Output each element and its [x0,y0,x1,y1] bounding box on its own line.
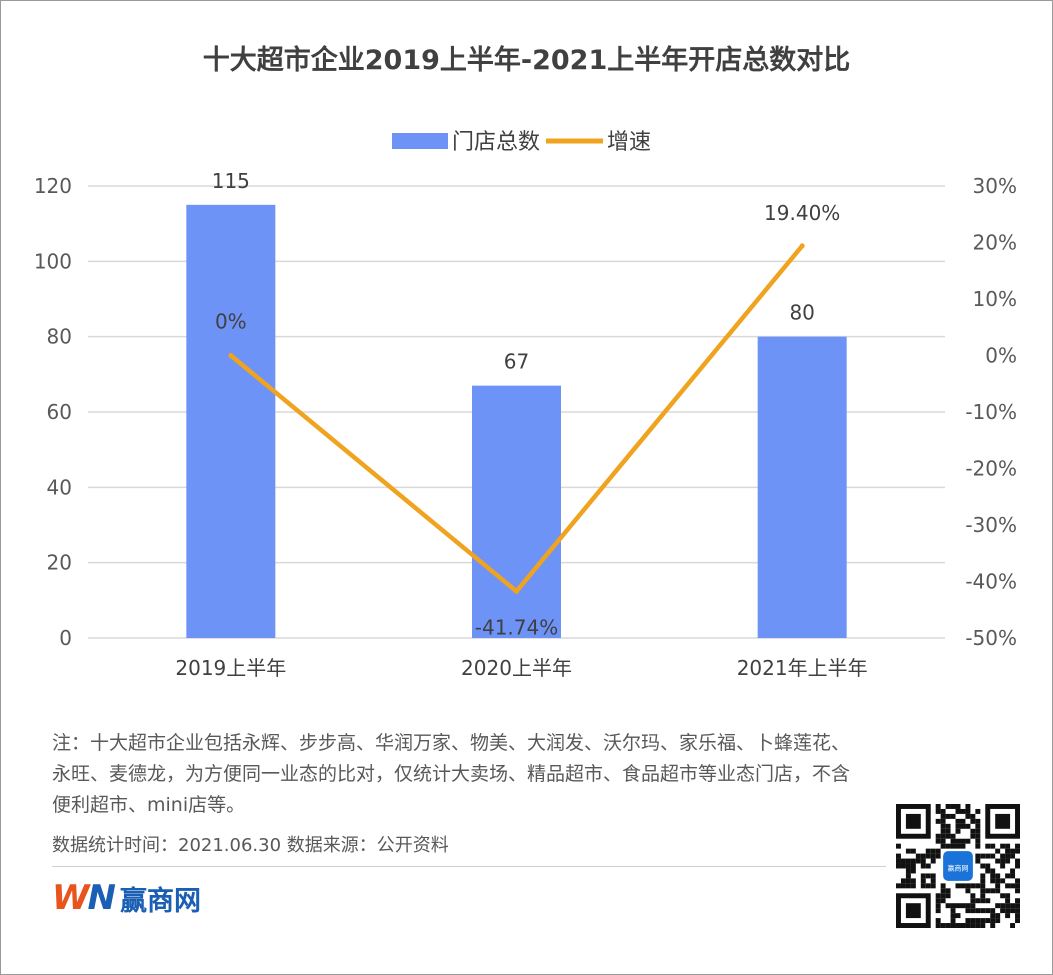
y-left-tick-label: 0 [59,626,72,650]
y-right-tick-label: -50% [965,626,1017,650]
y-right-tick-label: -10% [965,400,1017,424]
x-tick-label: 2019上半年 [175,656,286,680]
line-point [228,353,234,358]
y-right-tick-label: -20% [965,457,1017,481]
bar-data-label: 67 [504,350,529,374]
legend-label-line: 增速 [607,130,651,155]
legend-label-bar: 门店总数 [452,130,540,155]
y-left-tick-label: 20 [47,551,72,575]
logo: WN 赢商网 [52,878,201,918]
y-right-tick-label: 30% [973,174,1017,198]
y-right-tick-label: 20% [973,231,1017,255]
y-right-tick-label: -30% [965,513,1017,537]
data-source: 数据统计时间：2021.06.30 数据来源：公开资料 [52,835,449,856]
line-data-label: 19.40% [764,201,840,225]
bar-data-label: 115 [212,169,250,193]
line-data-label: -41.74% [475,615,558,639]
y-left-tick-label: 80 [47,325,72,349]
bar-data-label: 80 [789,301,814,325]
y-left-tick-label: 40 [47,475,72,499]
bar [186,204,276,639]
qr-center-badge [943,851,973,881]
y-left-tick-label: 60 [47,400,72,424]
y-right-tick-label: 0% [985,344,1017,368]
y-right-tick-label: -40% [965,570,1017,594]
x-tick-label: 2021年上半年 [737,656,868,680]
line-point [799,243,805,249]
combo-chart: 0 20 40 60 80 100 120 -50% -40% -30% -20% -10% 0% 10%… [34,130,1017,680]
bar [472,385,561,638]
logo-name: 赢商网 [119,885,201,917]
line-data-label: 0% [215,310,247,334]
y-left-tick-label: 120 [34,174,72,198]
x-tick-label: 2020上半年 [461,656,572,680]
legend-swatch-bar [392,133,448,149]
footer-divider [52,866,886,867]
line-point [514,588,519,594]
qr-badge-label: 赢商网 [948,863,969,872]
bar [757,336,847,638]
footnote: 注：十大超市企业包括永辉、步步高、华润万家、物美、大润发、沃尔玛、家乐福、卜蜂莲… [52,732,851,816]
qr-code: 赢商网 [896,804,1020,928]
logo-mark: WN [52,878,116,918]
y-left-tick-label: 100 [34,249,72,273]
y-right-tick-label: 10% [973,287,1017,311]
chart-title: 十大超市企业2019上半年-2021上半年开店总数对比 [202,45,851,76]
